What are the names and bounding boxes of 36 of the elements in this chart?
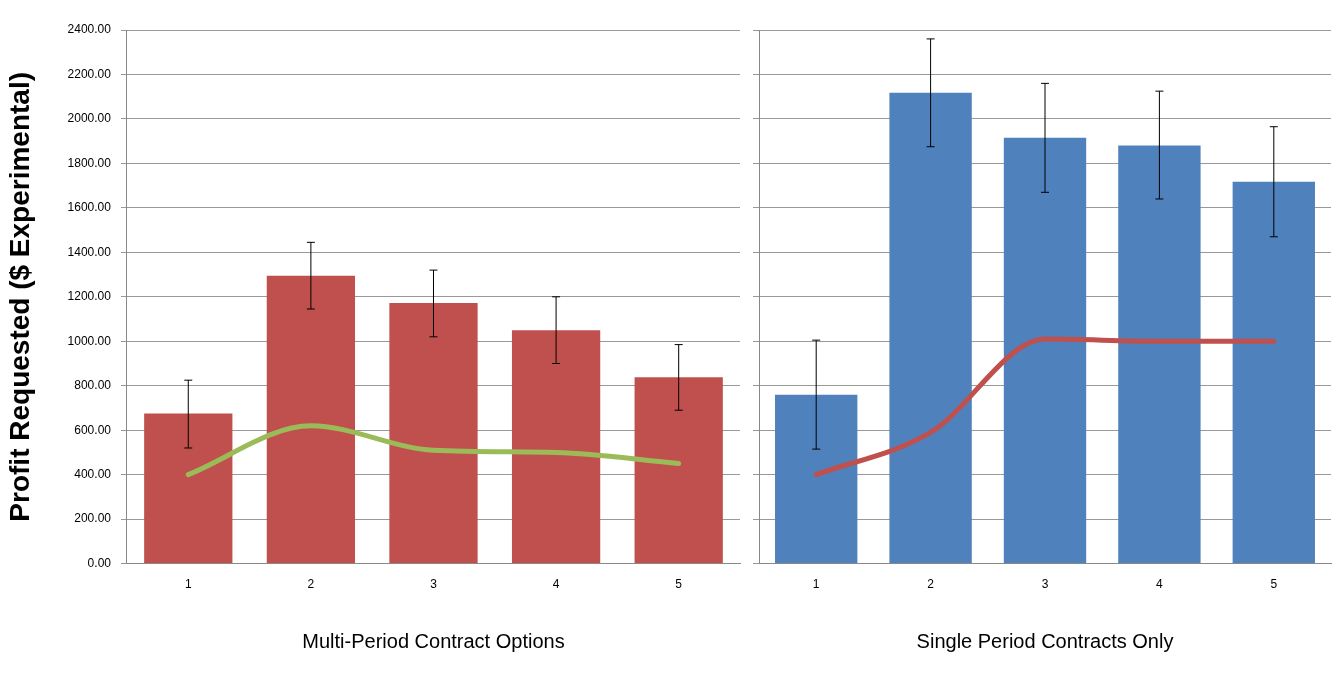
y-tick-label: 2400.00	[67, 22, 112, 37]
x-tick-label: 4	[552, 577, 560, 592]
y-tick-label: 2200.00	[67, 66, 112, 81]
y-tick-label: 1000.00	[67, 333, 112, 348]
bar	[511, 330, 601, 564]
bar	[634, 377, 723, 564]
y-tick-label: 400.00	[74, 466, 112, 481]
y-tick-label: 1200.00	[67, 289, 112, 304]
x-tick-label: 1	[184, 577, 192, 592]
bar	[266, 275, 356, 564]
x-tick-label: 2	[307, 577, 315, 592]
y-tick-label: 2000.00	[67, 111, 112, 126]
y-tick-label: 1800.00	[67, 155, 112, 170]
y-tick-label: 1600.00	[67, 200, 112, 215]
x-axis-title: Single Period Contracts Only	[916, 629, 1174, 652]
x-tick-label: 3	[1041, 577, 1049, 592]
x-tick-label: 1	[812, 577, 820, 592]
bar	[889, 92, 972, 564]
x-axis-title: Multi-Period Contract Options	[302, 629, 565, 652]
bar	[1003, 137, 1087, 564]
y-tick-label: 1400.00	[67, 244, 112, 259]
bar	[389, 303, 478, 564]
x-tick-label: 5	[1270, 577, 1278, 592]
bar	[1118, 145, 1201, 564]
x-tick-label: 4	[1156, 577, 1164, 592]
x-tick-label: 3	[430, 577, 438, 592]
y-axis-title: Profit Requested ($ Experimental)	[3, 71, 35, 522]
y-tick-label: 800.00	[74, 378, 112, 393]
x-tick-label: 5	[675, 577, 683, 592]
x-tick-label: 2	[927, 577, 935, 592]
y-tick-label: 0.00	[87, 555, 112, 570]
y-tick-label: 200.00	[74, 511, 112, 526]
bar	[1232, 181, 1315, 564]
y-tick-label: 600.00	[74, 422, 112, 437]
bar	[775, 394, 858, 564]
bar	[144, 413, 233, 564]
